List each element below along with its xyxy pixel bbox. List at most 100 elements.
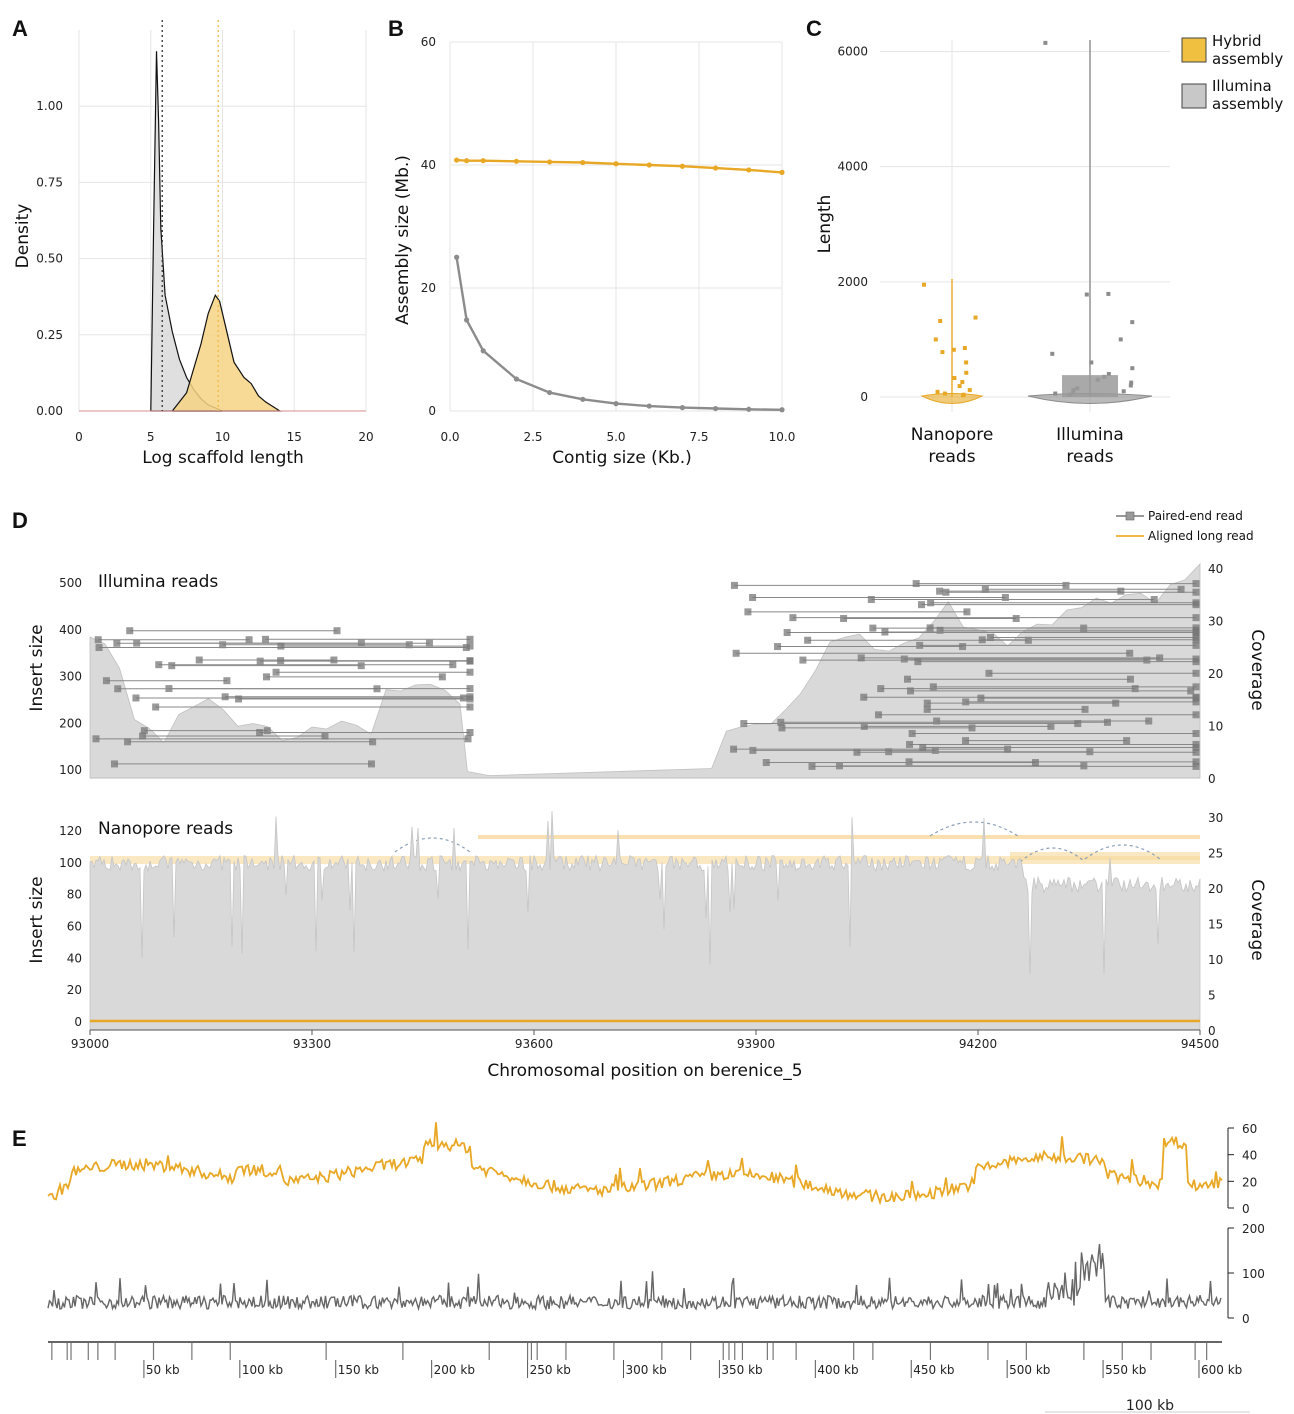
jitter-point [962,346,967,351]
jitter-point [1129,380,1134,385]
paired-end-marker [777,718,785,726]
y-tick-label: 40 [421,158,436,172]
paired-end-marker [959,643,967,651]
jitter-point [942,391,947,396]
paired-end-marker [942,588,950,596]
paired-end-marker [155,661,163,669]
data-point [679,405,686,411]
data-point [713,405,719,412]
paired-end-marker [235,695,243,703]
y-tick-label: 0.50 [36,252,63,266]
x-tick-label: 93300 [293,1037,331,1051]
jitter-point [964,360,969,365]
data-point [547,389,553,396]
y-tick-label: 0 [1242,1312,1250,1326]
paired-end-marker [840,615,848,623]
paired-end-marker [762,759,770,767]
panel-e-scale-label: 100 kb [1126,1398,1174,1414]
jitter-point [960,380,965,385]
long-read-band [1010,852,1200,860]
y-tick-label: 20 [67,983,82,997]
x-tick-label: 93000 [71,1037,109,1051]
data-point [646,162,652,168]
paired-end-marker [985,669,993,677]
paired-end-marker [860,722,868,730]
paired-end-marker [1117,587,1125,595]
paired-end-marker [1103,718,1111,726]
paired-end-marker [918,601,926,609]
paired-end-marker [744,608,752,616]
x-tick-label: 94200 [959,1037,997,1051]
violin-body [920,393,984,404]
paired-end-marker [277,657,285,665]
paired-end-marker [110,760,118,768]
paired-end-marker [1192,628,1200,636]
panel-d-nanopore-subtitle: Nanopore reads [98,819,233,839]
paired-end-marker [1192,762,1200,770]
y-tick-label: 500 [59,576,82,590]
paired-end-marker [963,608,971,616]
y-tick-label: 0.00 [36,404,63,418]
panel-d-bottom-ylabel-right: Coverage [1247,879,1267,960]
paired-end-marker [907,687,915,695]
paired-end-marker [438,673,446,681]
paired-end-marker [132,694,140,702]
data-point [547,159,553,165]
x-tick-label: 50 kb [146,1363,180,1377]
paired-end-marker [1177,585,1185,593]
paired-end-marker [1192,758,1200,766]
paired-end-marker [927,599,935,607]
jitter-point [1053,391,1058,396]
paired-end-marker [1192,698,1200,706]
paired-end-marker [740,720,748,728]
paired-end-marker [1192,588,1200,596]
series-line-illumina [455,257,783,411]
paired-end-marker [936,626,944,634]
panel-d-bottom-ylabel: Insert size [27,876,47,963]
paired-end-marker [978,636,986,644]
paired-end-marker [1187,687,1195,695]
paired-end-marker [962,737,970,745]
paired-end-marker [1192,730,1200,738]
paired-end-marker [1047,722,1055,730]
legend-swatch-illumina [1181,83,1207,109]
jitter-point [1130,320,1135,325]
x-category-label: Nanopore [911,425,994,445]
density-area-hybrid [171,293,282,412]
jitter-point [1084,292,1089,297]
paired-end-marker [124,738,132,746]
paired-end-marker [977,694,985,702]
paired-end-marker [425,639,433,647]
paired-end-marker [223,677,231,685]
paired-end-marker [256,657,264,665]
y-tick-label: 100 [1242,1267,1265,1281]
legend-long-read-label: Aligned long read [1148,529,1254,543]
paired-end-marker [1004,745,1012,753]
y-tick-label-right: 30 [1208,615,1223,629]
panel-d-illumina-track: 100 200 300 400 500 0 10 20 30 40 [59,562,1223,786]
paired-end-marker [466,695,474,703]
paired-end-marker [783,629,791,637]
paired-end-marker [321,732,329,740]
jitter-point [935,389,940,394]
paired-end-marker [869,624,877,632]
x-tick-label: 300 kb [625,1363,666,1377]
legend-paired-end-marker [1125,511,1135,521]
x-tick-label: 400 kb [817,1363,858,1377]
panel-d-top-ylabel: Insert size [27,624,47,711]
paired-end-marker [857,654,865,662]
jitter-point [973,315,978,320]
hybrid-coverage-line [47,1122,1223,1206]
series-line-hybrid [456,158,783,174]
paired-end-marker [168,662,176,670]
paired-end-marker [774,643,782,651]
panel-d-nanopore-track: 0 20 40 60 80 100 120 0 5 10 15 20 25 30 93000 93300 936… [59,811,1223,1051]
x-tick-label: 93900 [737,1037,775,1051]
paired-end-marker [466,635,474,643]
paired-end-marker [333,627,341,635]
x-tick-label: 550 kb [1105,1363,1146,1377]
y-tick-label: 40 [1242,1149,1257,1163]
legend-paired-end-label: Paired-end read [1148,509,1243,523]
jitter-point [922,282,927,287]
